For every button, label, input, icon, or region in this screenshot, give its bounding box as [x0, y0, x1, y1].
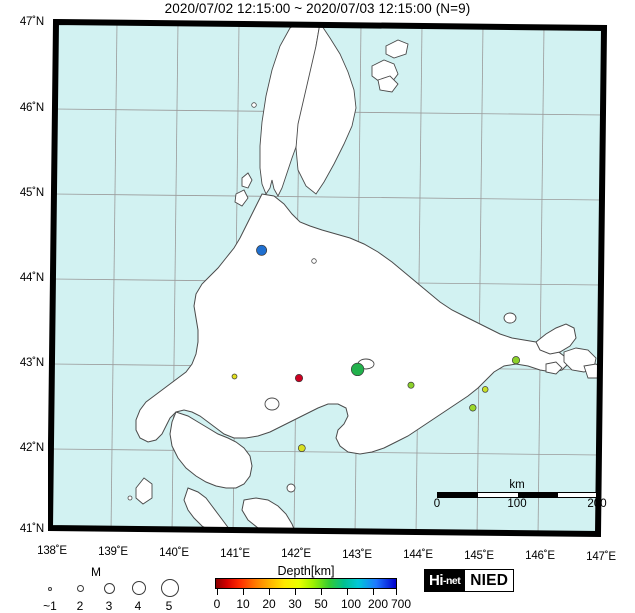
- depth-label-50: 50: [314, 597, 328, 611]
- coastline-islet-okushiri: [135, 477, 153, 505]
- depth-tick-200: [373, 589, 374, 595]
- map-frame: [48, 18, 608, 538]
- islet-dot-3: [127, 495, 133, 501]
- coastline-islet-rebun: [241, 172, 253, 189]
- lon-label-143e: 143˚E: [342, 549, 372, 561]
- earthquake-marker: [350, 362, 365, 377]
- magnitude-legend-title: M: [91, 565, 101, 579]
- depth-tick-0: [217, 589, 218, 595]
- lon-label-142e: 142˚E: [281, 548, 311, 560]
- earthquake-marker: [294, 374, 304, 383]
- depth-tick-700: [396, 589, 397, 595]
- earthquake-marker: [511, 356, 521, 365]
- scale-bar-segment-1: [438, 493, 478, 497]
- scale-bar: km 0 100 200: [433, 479, 607, 512]
- coastline-oshima-peninsula: [169, 411, 253, 489]
- lon-label-145e: 145˚E: [464, 550, 494, 562]
- lat-label-46n: 46˚N: [19, 102, 44, 114]
- lon-label-146e: 146˚E: [525, 550, 555, 562]
- coastline-islet-rishiri: [234, 189, 249, 207]
- depth-label-700: 700: [390, 597, 412, 611]
- depth-colorbar: [215, 578, 397, 589]
- lat-label-47n: 47˚N: [19, 16, 44, 28]
- earthquake-marker: [297, 444, 306, 452]
- scale-bar-track: [437, 492, 597, 498]
- hinet-logo-net: -net: [443, 574, 461, 587]
- map-canvas: [48, 18, 608, 538]
- scale-bar-unit: km: [509, 479, 525, 491]
- depth-tick-100: [347, 589, 348, 595]
- lon-label-147e: 147˚E: [586, 551, 616, 563]
- magnitude-symbol-4: [132, 581, 146, 595]
- coastline-hokkaido: [135, 193, 569, 455]
- earthquake-marker: [469, 404, 477, 412]
- earthquake-marker: [481, 386, 489, 393]
- coastline-shimokita: [241, 497, 297, 534]
- islet-dot-2: [311, 258, 317, 264]
- depth-tick-20: [269, 589, 270, 595]
- hinet-nied-logo[interactable]: Hi -net NIED: [424, 569, 515, 592]
- magnitude-label-4: 4: [134, 599, 142, 613]
- depth-tick-50: [321, 589, 322, 595]
- map-plot: [48, 18, 610, 540]
- lon-label-140e: 140˚E: [159, 547, 189, 559]
- lat-label-42n: 42˚N: [19, 442, 44, 454]
- lat-label-43n: 43˚N: [19, 357, 44, 369]
- earthquake-marker: [231, 373, 238, 380]
- earthquake-marker-layer: [231, 244, 521, 452]
- earthquake-marker: [256, 244, 268, 256]
- depth-label-0: 0: [213, 597, 221, 611]
- scale-tick-200: 200: [587, 498, 607, 510]
- depth-label-30: 30: [288, 597, 302, 611]
- hinet-logo-hi: Hi: [429, 572, 444, 589]
- scale-tick-0: 0: [433, 498, 441, 510]
- hinet-logo-text: Hi -net: [425, 570, 465, 591]
- magnitude-label-2: 2: [76, 599, 84, 613]
- magnitude-symbol-3: [104, 583, 115, 594]
- magnitude-symbol-2: [77, 585, 84, 592]
- lon-label-141e: 141˚E: [220, 548, 250, 560]
- magnitude-symbol-1: [48, 587, 52, 591]
- lon-label-139e: 139˚E: [98, 546, 128, 558]
- earthquake-marker: [407, 381, 415, 389]
- scale-tick-100: 100: [507, 498, 527, 510]
- coastline-sakhalin-east: [295, 22, 357, 195]
- depth-tick-10: [243, 589, 244, 595]
- depth-label-10: 10: [236, 597, 250, 611]
- depth-colorbar-ticks: [215, 589, 397, 597]
- lon-label-144e: 144˚E: [403, 549, 433, 561]
- lat-label-44n: 44˚N: [19, 272, 44, 284]
- coastline-island-b: [385, 39, 409, 59]
- nied-logo-text: NIED: [464, 570, 514, 591]
- coastline-island-c: [377, 75, 399, 93]
- magnitude-symbol-5: [161, 579, 179, 597]
- lat-label-45n: 45˚N: [19, 187, 44, 199]
- page-title: 2020/07/02 12:15:00 ~ 2020/07/03 12:15:0…: [164, 1, 471, 16]
- magnitude-legend-symbols: [30, 579, 180, 599]
- depth-colorbar-labels: 0 10 20 30 50 100 200 700: [213, 597, 411, 612]
- magnitude-label-5: 5: [165, 599, 173, 613]
- magnitude-label-3: 3: [105, 599, 113, 613]
- lat-label-41n: 41˚N: [19, 523, 44, 535]
- depth-label-20: 20: [262, 597, 276, 611]
- islet-dot-1: [251, 102, 257, 108]
- depth-legend: Depth[km] 0 10 20 30 50 100 200 700: [213, 564, 411, 612]
- coastline-island-a: [371, 59, 399, 83]
- coastline-shiretoko: [535, 323, 577, 355]
- magnitude-legend: M ~1 2 3 4 5: [30, 566, 180, 613]
- depth-label-200: 200: [367, 597, 389, 611]
- lake-shikotsu: [286, 483, 296, 493]
- lake-kussharo: [503, 312, 517, 324]
- depth-tick-30: [295, 589, 296, 595]
- depth-legend-title: Depth[km]: [277, 564, 335, 578]
- magnitude-legend-labels: ~1 2 3 4 5: [30, 599, 180, 613]
- scale-bar-segment-2: [518, 493, 558, 497]
- depth-label-100: 100: [340, 597, 362, 611]
- scale-bar-ticks: 0 100 200: [433, 498, 607, 512]
- magnitude-label-1: ~1: [43, 599, 57, 613]
- coastline-habomai: [545, 361, 563, 375]
- lake-toya: [264, 397, 280, 411]
- lon-label-138e: 138˚E: [37, 545, 67, 557]
- coastline-honshu-north: [183, 487, 238, 534]
